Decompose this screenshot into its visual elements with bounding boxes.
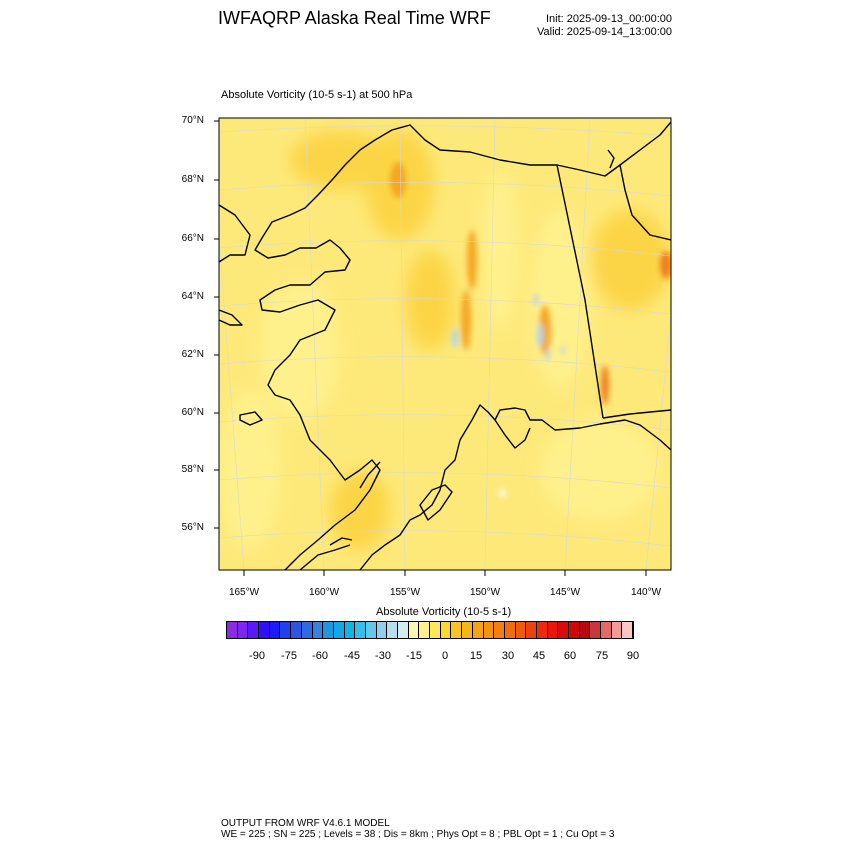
colorbar-swatch [398,622,409,638]
colorbar-swatch [440,622,452,638]
colorbar-swatch [365,622,377,638]
model-info-line2: WE = 225 ; SN = 225 ; Levels = 38 ; Dis … [221,829,615,840]
colorbar-swatch [504,622,516,638]
init-time: Init: 2025-09-13_00:00:00 [546,13,672,25]
lon-label: 155°W [389,587,421,598]
colorbar-tick: -90 [249,650,265,662]
lon-label: 165°W [228,587,260,598]
map-field [219,118,671,570]
colorbar-tick: 15 [469,650,483,662]
lon-label: 140°W [630,587,662,598]
colorbar-swatch [408,622,420,638]
lat-label: 70°N [181,115,204,126]
colorbar-swatch [472,622,484,638]
colorbar-tick: -45 [344,650,360,662]
lat-label: 58°N [181,464,204,475]
colorbar-tick: -75 [281,650,297,662]
colorbar-swatch [259,622,270,638]
colorbar-swatch [494,622,505,638]
colorbar-swatch [323,622,334,638]
colorbar-swatch [536,622,548,638]
colorbar-swatch [515,622,527,638]
lat-label: 60°N [181,407,204,418]
colorbar-swatch [387,622,398,638]
colorbar-swatch [248,622,260,638]
colorbar-swatch [333,622,345,638]
colorbar-swatch [579,622,591,638]
lat-label: 62°N [181,349,204,360]
colorbar-swatch [601,622,612,638]
colorbar-swatch [301,622,313,638]
colorbar-swatch [237,622,249,638]
colorbar-swatch [622,622,634,638]
colorbar-tick: 0 [441,650,449,662]
colorbar-swatch [419,622,431,638]
page-title: IWFAQRP Alaska Real Time WRF [218,8,491,28]
colorbar-swatch [590,622,602,638]
colorbar-tick: 60 [563,650,577,662]
colorbar-title: Absolute Vorticity (10-5 s-1) [376,606,512,618]
colorbar-swatch [526,622,537,638]
colorbar-swatch [376,622,388,638]
field-label: Absolute Vorticity (10-5 s-1) at 500 hPa [221,89,413,101]
lat-label: 56°N [181,522,204,533]
colorbar-swatch [269,622,281,638]
colorbar-tick: -15 [406,650,422,662]
colorbar-swatch [291,622,302,638]
colorbar-swatch [611,622,623,638]
colorbar-swatch [569,622,580,638]
colorbar-tick: -30 [375,650,391,662]
colorbar-tick: -60 [312,650,328,662]
colorbar [226,621,635,639]
lon-label: 145°W [549,587,581,598]
colorbar-swatch [558,622,569,638]
colorbar-swatch [355,622,366,638]
colorbar-swatch [451,622,463,638]
lat-label: 64°N [181,291,204,302]
colorbar-tick: 30 [501,650,515,662]
colorbar-swatch [430,622,441,638]
lat-label: 66°N [181,233,204,244]
colorbar-swatch [547,622,559,638]
colorbar-tick: 45 [532,650,546,662]
lon-label: 160°W [308,587,340,598]
colorbar-tick: 75 [595,650,609,662]
valid-time: Valid: 2025-09-14_13:00:00 [537,26,672,38]
colorbar-swatch [280,622,292,638]
colorbar-swatch [462,622,473,638]
colorbar-swatch [227,622,238,638]
model-info-line1: OUTPUT FROM WRF V4.6.1 MODEL [221,818,390,829]
colorbar-swatch [344,622,356,638]
colorbar-swatch [312,622,324,638]
map-frame [218,117,672,571]
colorbar-swatch [483,622,495,638]
colorbar-tick: 90 [626,650,640,662]
lat-label: 68°N [181,174,204,185]
lon-label: 150°W [469,587,501,598]
